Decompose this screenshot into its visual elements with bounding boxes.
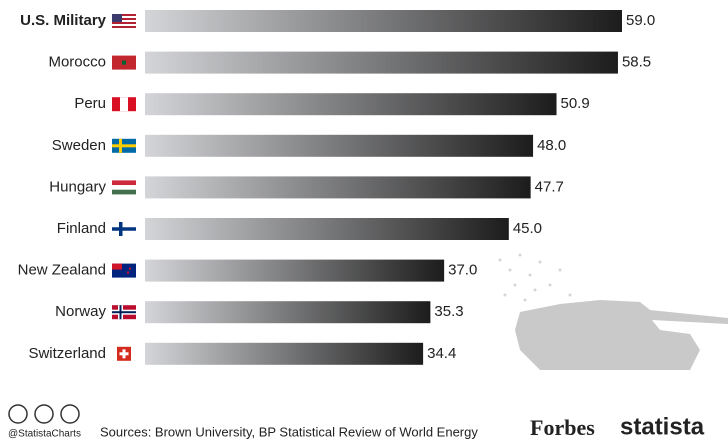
value-label: 35.3 (434, 303, 463, 320)
category-label: Switzerland (28, 345, 106, 362)
category-label: U.S. Military (20, 12, 107, 29)
bar (145, 259, 445, 282)
flag-part (127, 271, 129, 274)
flag-part (112, 144, 136, 148)
flag-part (112, 227, 136, 231)
flag-icon (112, 305, 136, 320)
flag-part (112, 311, 136, 314)
value-label: 34.4 (427, 345, 456, 362)
bar (145, 93, 557, 116)
category-label: New Zealand (18, 262, 106, 279)
license-icons (8, 404, 80, 424)
category-label: Sweden (52, 137, 106, 154)
value-label: 37.0 (448, 262, 477, 279)
flag-icon (112, 180, 136, 195)
flag-icon (112, 138, 136, 153)
bar (145, 342, 424, 365)
flag-part (112, 185, 136, 190)
bar (145, 10, 622, 32)
flag-part (112, 14, 122, 22)
bar (145, 176, 531, 199)
value-label: 50.9 (561, 95, 590, 112)
source: Sources: Brown University, BP Statistica… (100, 424, 478, 439)
flag-icon (112, 222, 136, 236)
value-label: 59.0 (626, 12, 655, 29)
flag-part (122, 60, 126, 65)
flag-icon (112, 55, 136, 70)
bar (145, 301, 431, 324)
category-label: Peru (74, 95, 106, 112)
flag-part (120, 97, 128, 112)
category-label: Hungary (49, 178, 106, 195)
category-label: Morocco (48, 54, 106, 71)
value-label: 45.0 (513, 220, 542, 237)
flag-icon (112, 14, 136, 28)
value-label: 47.7 (535, 178, 564, 195)
flag-icon (117, 346, 131, 361)
flag-part (119, 352, 129, 356)
brand: statista (620, 413, 705, 440)
flag-icon (112, 263, 136, 278)
tank-illustration (498, 253, 728, 370)
handle: @StatistaCharts (8, 429, 81, 440)
category-label: Finland (57, 220, 106, 237)
flag-part (112, 24, 136, 26)
flag-part (112, 20, 136, 22)
flag-part (129, 267, 131, 270)
bar (145, 218, 509, 240)
publisher: Forbes (530, 415, 595, 440)
flag-icon (112, 97, 136, 112)
value-label: 58.5 (622, 54, 651, 71)
flag-part (112, 263, 122, 270)
bar (145, 134, 534, 157)
flag-part (112, 16, 136, 18)
bar (145, 51, 618, 74)
value-label: 48.0 (537, 137, 566, 154)
flag-part (112, 189, 136, 195)
category-label: Norway (55, 303, 106, 320)
flag-part (112, 180, 136, 186)
